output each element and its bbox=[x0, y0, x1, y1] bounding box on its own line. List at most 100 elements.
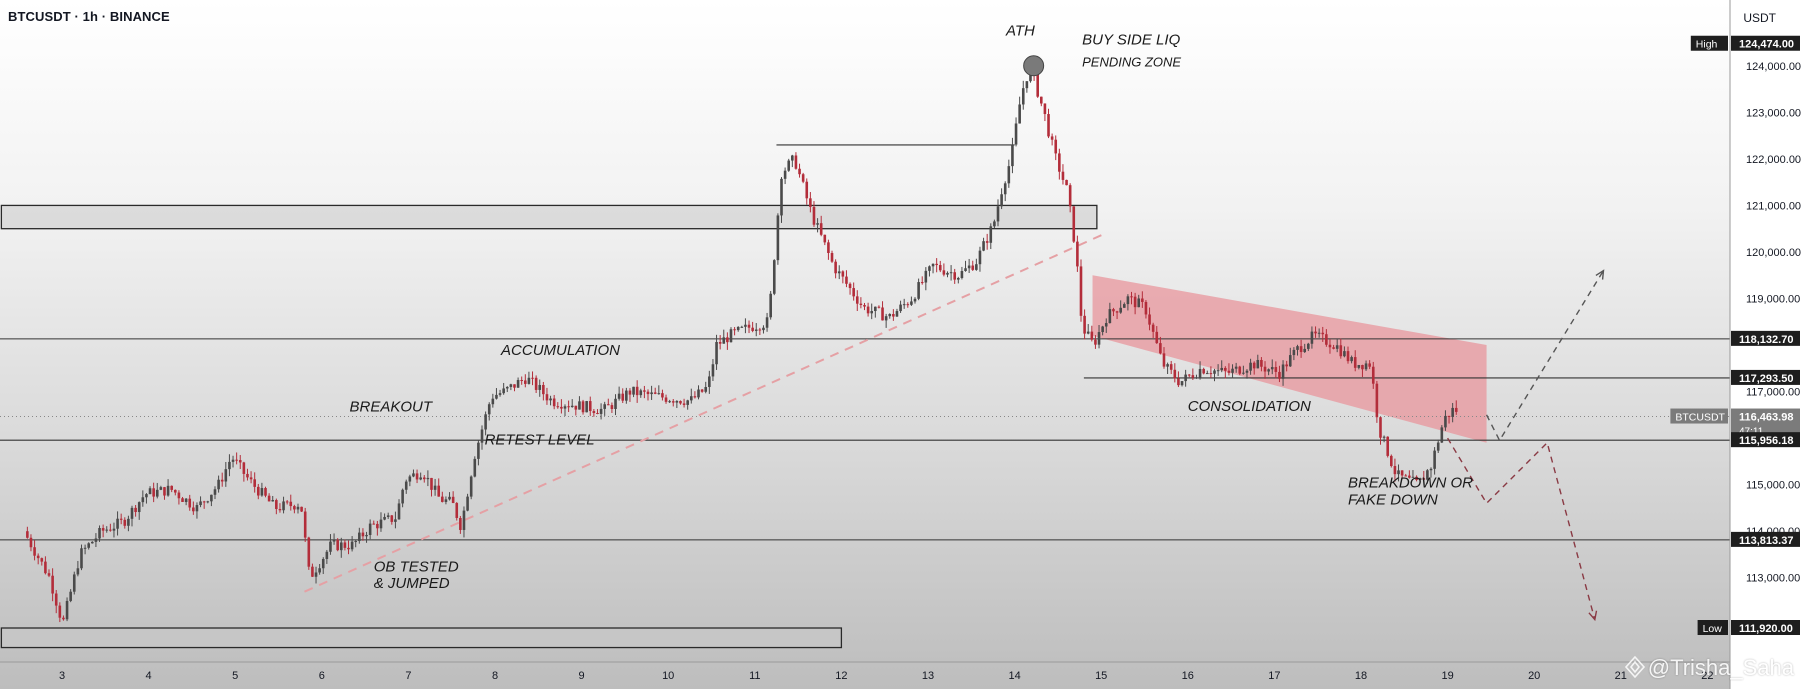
candle-up bbox=[924, 270, 928, 283]
candle-down bbox=[1040, 96, 1043, 104]
candle-up bbox=[538, 384, 542, 390]
candle-up bbox=[837, 271, 841, 274]
price-label-bg bbox=[1731, 620, 1800, 636]
candle-down bbox=[307, 537, 311, 567]
candle-up bbox=[199, 501, 202, 506]
candle-down bbox=[1408, 475, 1411, 478]
candle-down bbox=[289, 501, 293, 507]
candle-up bbox=[271, 500, 275, 502]
candle-up bbox=[408, 476, 412, 482]
candle-down bbox=[1130, 296, 1133, 298]
candle-up bbox=[697, 389, 700, 398]
candle-up bbox=[614, 398, 617, 409]
candle-up bbox=[1429, 468, 1433, 471]
candle-up bbox=[1166, 364, 1169, 367]
candle-down bbox=[177, 492, 181, 499]
y-tick-label: 121,000.00 bbox=[1746, 200, 1801, 212]
candle-down bbox=[1112, 309, 1115, 312]
candle-up bbox=[729, 329, 733, 343]
price-label-value: 118,132.70 bbox=[1739, 334, 1793, 346]
candle-up bbox=[195, 505, 199, 512]
candle-down bbox=[238, 460, 242, 463]
candle-down bbox=[1454, 407, 1458, 412]
candle-down bbox=[845, 276, 848, 284]
price-tag-bg bbox=[1690, 35, 1728, 51]
price-label-value: 124,474.00 bbox=[1739, 39, 1794, 51]
x-tick-22: 22 bbox=[1701, 670, 1713, 682]
candle-down bbox=[1224, 367, 1227, 371]
annotation--jumped: & JUMPED bbox=[374, 575, 450, 592]
price-tag-high: High bbox=[1696, 39, 1718, 51]
candle-down bbox=[36, 555, 40, 559]
candle-down bbox=[134, 507, 137, 513]
ath-marker bbox=[1023, 55, 1045, 77]
x-tick-16: 16 bbox=[1182, 670, 1194, 682]
price-label-bg bbox=[1731, 432, 1800, 448]
candle-down bbox=[311, 566, 314, 577]
candle-up bbox=[141, 497, 145, 503]
candle-down bbox=[621, 393, 625, 401]
x-tick-14: 14 bbox=[1008, 670, 1020, 682]
candle-down bbox=[1209, 373, 1213, 375]
candle-down bbox=[1141, 298, 1144, 302]
candle-up bbox=[72, 574, 76, 592]
candle-down bbox=[592, 411, 596, 413]
candle-down bbox=[863, 304, 866, 307]
candle-up bbox=[989, 226, 993, 243]
currency-label[interactable]: USDT bbox=[1743, 11, 1776, 25]
candle-down bbox=[372, 523, 376, 525]
candle-up bbox=[105, 529, 109, 531]
candle-down bbox=[938, 265, 942, 271]
candle-up bbox=[516, 380, 520, 388]
candle-up bbox=[397, 503, 401, 520]
candle-down bbox=[54, 593, 58, 606]
candle-up bbox=[744, 324, 747, 327]
candle-down bbox=[47, 573, 51, 576]
candle-down bbox=[1371, 366, 1375, 384]
candle-down bbox=[1386, 436, 1390, 456]
candle-down bbox=[877, 306, 881, 308]
resistance-zone-box bbox=[0, 204, 1098, 230]
candle-down bbox=[1252, 362, 1256, 369]
candle-down bbox=[109, 529, 112, 531]
candle-down bbox=[1299, 346, 1303, 353]
symbol-title[interactable]: BTCUSDT · 1h · BINANCE bbox=[8, 9, 170, 24]
candle-down bbox=[1169, 364, 1173, 370]
annotation-buy-side-liq: BUY SIDE LIQ bbox=[1082, 31, 1180, 48]
candle-up bbox=[931, 263, 935, 267]
candle-down bbox=[51, 575, 54, 594]
candle-up bbox=[339, 542, 343, 551]
candle-up bbox=[206, 501, 210, 503]
candle-up bbox=[466, 496, 469, 511]
candle-up bbox=[957, 277, 960, 280]
candle-down bbox=[1068, 185, 1072, 207]
candle-up bbox=[386, 515, 390, 517]
candle-down bbox=[1375, 383, 1379, 418]
candle-up bbox=[224, 469, 228, 482]
candle-up bbox=[895, 311, 899, 317]
candle-down bbox=[33, 547, 36, 556]
candle-up bbox=[787, 160, 791, 171]
candle-up bbox=[578, 401, 581, 410]
price-label-high: 124,474.00 High bbox=[1690, 35, 1800, 51]
candle-up bbox=[910, 301, 913, 305]
candle-down bbox=[163, 487, 166, 496]
candle-down bbox=[1332, 347, 1335, 349]
candle-up bbox=[448, 496, 451, 500]
candle-down bbox=[906, 304, 910, 306]
candle-down bbox=[101, 528, 105, 531]
candle-down bbox=[953, 272, 957, 280]
candle-down bbox=[220, 479, 224, 482]
y-tick-label: 119,000.00 bbox=[1746, 294, 1800, 306]
candle-down bbox=[531, 377, 534, 379]
candle-down bbox=[812, 206, 816, 225]
candle-up bbox=[1180, 381, 1184, 386]
candle-up bbox=[1426, 470, 1429, 480]
candle-up bbox=[1418, 478, 1422, 480]
candle-up bbox=[1213, 370, 1216, 374]
candle-down bbox=[700, 389, 704, 392]
candle-down bbox=[1390, 455, 1393, 467]
candle-down bbox=[801, 174, 805, 182]
candle-down bbox=[1260, 359, 1263, 367]
